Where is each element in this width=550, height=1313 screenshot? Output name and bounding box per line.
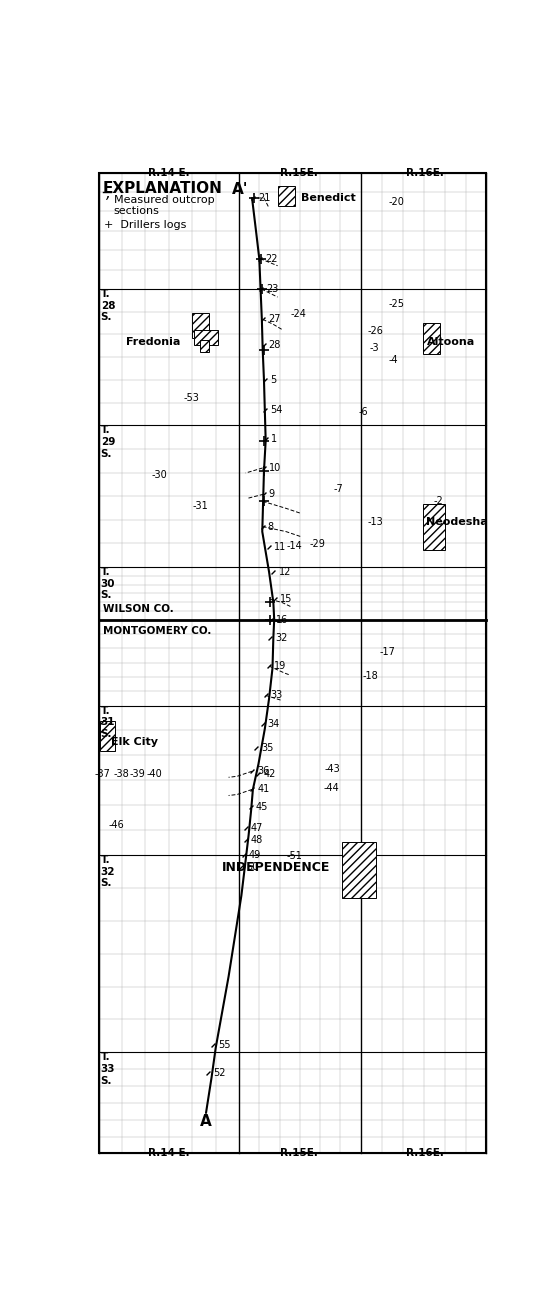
Text: 34: 34	[268, 718, 280, 729]
Text: WILSON CO.: WILSON CO.	[103, 604, 174, 613]
Text: T.
32
S.: T. 32 S.	[101, 855, 115, 889]
Text: R.16E.: R.16E.	[406, 168, 444, 177]
Text: Elk City: Elk City	[111, 737, 158, 747]
Text: -3: -3	[369, 343, 379, 353]
Text: T.
33
S.: T. 33 S.	[101, 1052, 115, 1086]
Text: -24: -24	[290, 310, 306, 319]
Text: -13: -13	[367, 516, 383, 527]
Text: -31: -31	[192, 502, 208, 511]
Text: -2: -2	[433, 496, 443, 507]
Text: -6: -6	[359, 407, 369, 418]
Text: 16: 16	[276, 614, 289, 625]
Text: 52: 52	[213, 1067, 226, 1078]
Text: -29: -29	[310, 538, 326, 549]
Text: 27: 27	[268, 314, 280, 324]
Text: -46: -46	[108, 819, 124, 830]
Text: -43: -43	[324, 764, 340, 775]
Text: EXPLANATION: EXPLANATION	[103, 181, 223, 196]
Text: -44: -44	[323, 784, 339, 793]
Text: -14: -14	[286, 541, 302, 550]
Text: -53: -53	[184, 393, 200, 403]
Text: -7: -7	[333, 484, 343, 494]
Bar	[342, 842, 376, 898]
Text: -17: -17	[380, 647, 396, 656]
Text: Altoona: Altoona	[427, 336, 475, 347]
Text: -26: -26	[367, 327, 383, 336]
Text: R.14 E.: R.14 E.	[148, 168, 190, 177]
Text: INDEPENDENCE: INDEPENDENCE	[222, 861, 331, 873]
Text: 22: 22	[265, 253, 278, 264]
Text: R.14 E.: R.14 E.	[148, 1149, 190, 1158]
Text: 19: 19	[274, 662, 287, 671]
Bar	[278, 186, 295, 206]
Text: Benedict: Benedict	[301, 193, 356, 204]
Text: 1: 1	[271, 433, 277, 444]
Text: -51: -51	[286, 851, 302, 861]
Text: 8: 8	[268, 521, 274, 532]
Text: 54: 54	[270, 406, 282, 415]
Text: R.16E.: R.16E.	[406, 1149, 444, 1158]
Text: 11: 11	[274, 542, 287, 551]
Text: -37: -37	[95, 769, 110, 780]
Text: 9: 9	[268, 490, 275, 499]
Text: MONTGOMERY CO.: MONTGOMERY CO.	[103, 626, 211, 635]
Text: Neodesha: Neodesha	[426, 516, 488, 527]
Text: 49: 49	[249, 850, 261, 860]
Text: 42: 42	[263, 769, 276, 780]
Text: 48: 48	[251, 835, 263, 846]
Text: 28: 28	[268, 340, 281, 349]
Text: -40: -40	[146, 769, 162, 780]
Text: T.
28
S.: T. 28 S.	[101, 289, 115, 322]
Text: -4: -4	[388, 355, 398, 365]
Text: -20: -20	[388, 197, 404, 207]
Text: T.
30
S.: T. 30 S.	[101, 567, 115, 600]
Text: -25: -25	[388, 299, 404, 309]
Text: 21: 21	[258, 193, 271, 204]
Text: 45: 45	[256, 802, 268, 811]
Text: T.
31
S.: T. 31 S.	[101, 705, 115, 739]
Bar	[424, 504, 445, 550]
Bar	[200, 340, 210, 352]
Text: 12: 12	[278, 567, 291, 578]
Text: 23: 23	[267, 284, 279, 294]
Text: Fredonia: Fredonia	[126, 336, 180, 347]
Text: 50: 50	[246, 863, 259, 872]
Text: 33: 33	[271, 691, 283, 700]
Text: T.
29
S.: T. 29 S.	[101, 425, 115, 458]
Text: -39: -39	[130, 769, 145, 780]
Text: +  Drillers logs: + Drillers logs	[104, 221, 186, 230]
Text: A: A	[200, 1113, 212, 1129]
Text: 10: 10	[269, 463, 282, 473]
Text: 41: 41	[257, 784, 270, 794]
Text: A': A'	[232, 183, 249, 197]
Text: 47: 47	[251, 823, 263, 832]
Text: -30: -30	[152, 470, 168, 481]
Text: 35: 35	[261, 743, 274, 752]
Text: -38: -38	[113, 769, 129, 780]
Text: 5: 5	[270, 376, 276, 385]
Text: ’: ’	[104, 196, 108, 210]
Bar	[192, 314, 210, 337]
Text: R.15E.: R.15E.	[280, 168, 318, 177]
Text: 32: 32	[275, 633, 288, 643]
Text: -18: -18	[363, 671, 378, 681]
Text: 15: 15	[280, 595, 292, 604]
Text: 36: 36	[257, 767, 270, 776]
Text: Measured outcrop: Measured outcrop	[113, 196, 214, 205]
Bar	[100, 721, 115, 751]
Text: 55: 55	[218, 1040, 230, 1050]
Text: sections: sections	[113, 206, 160, 217]
Bar	[195, 331, 218, 344]
Text: R.15E.: R.15E.	[280, 1149, 318, 1158]
Bar	[422, 323, 439, 353]
